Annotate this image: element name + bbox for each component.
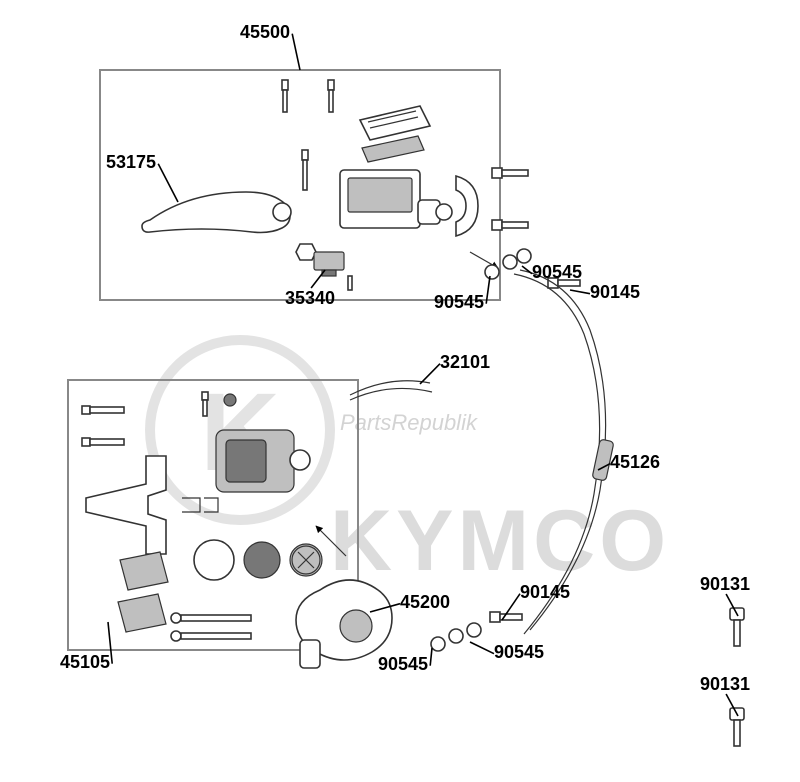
reservoir-cap	[360, 106, 430, 140]
washer-icon	[467, 623, 481, 637]
callout-wire-sub-harness: 32101	[440, 352, 490, 373]
leader-master-cylinder-assy	[292, 34, 300, 70]
pad-pin-2	[171, 631, 251, 641]
bleed-screw	[202, 392, 208, 416]
brake-lever	[142, 192, 291, 233]
caliper-bolt-2	[82, 438, 124, 446]
washer-icon	[449, 629, 463, 643]
washer-icon	[503, 255, 517, 269]
leader-sealing-washer-lower-left	[430, 648, 432, 666]
callout-brake-pad-set: 45105	[60, 652, 110, 673]
callout-master-cylinder-assy: 45500	[240, 22, 290, 43]
reservoir-screw-1	[282, 80, 288, 112]
brake-light-switch	[314, 252, 352, 290]
clamp-bolt-1	[492, 168, 528, 178]
reservoir-screw-2	[328, 80, 334, 112]
leader-sealing-washer-upper-right	[522, 266, 532, 274]
piston-seal	[194, 540, 234, 580]
callout-sealing-washer-upper-left: 90545	[434, 292, 484, 313]
bleed-cap	[224, 394, 236, 406]
callout-sealing-washer-lower-left: 90545	[378, 654, 428, 675]
piston	[244, 542, 280, 578]
leader-banjo-bolt-upper	[570, 290, 590, 294]
leader-sealing-washer-lower-right	[470, 642, 494, 654]
washer-icon	[485, 265, 499, 279]
lever-pivot-bolt	[302, 150, 308, 190]
callout-banjo-bolt-lower: 90145	[520, 582, 570, 603]
brake-pad-outer	[120, 552, 168, 590]
pad-pin-1	[171, 613, 251, 623]
callout-sealing-washer-upper-right: 90545	[532, 262, 582, 283]
callout-caliper-assy: 45200	[400, 592, 450, 613]
watermark-sub: PartsRepublik	[340, 410, 478, 435]
master-cylinder-body	[340, 170, 452, 228]
caliper-bracket	[86, 456, 166, 554]
callout-sealing-washer-lower-right: 90545	[494, 642, 544, 663]
caliper-bolt-1	[82, 406, 124, 414]
master-cylinder-group-box	[100, 70, 500, 300]
callout-brake-hose: 45126	[610, 452, 660, 473]
master-cylinder-group	[142, 80, 528, 290]
caliper-body	[216, 430, 310, 492]
callout-flange-bolt-upper: 90131	[700, 574, 750, 595]
callout-brake-lever: 53175	[106, 152, 156, 173]
brake-pad-inner	[118, 594, 166, 632]
clamp-bolt-2	[492, 220, 528, 230]
washer-icon	[517, 249, 531, 263]
leader-brake-switch	[311, 270, 325, 288]
lever-pivot-nut	[296, 244, 316, 260]
handlebar-clamp	[456, 176, 478, 236]
callout-flange-bolt-lower: 90131	[700, 674, 750, 695]
leader-brake-lever	[158, 164, 178, 202]
callout-banjo-bolt-upper: 90145	[590, 282, 640, 303]
callout-brake-switch: 35340	[285, 288, 335, 309]
washer-icon	[431, 637, 445, 651]
leader-wire-sub-harness	[420, 364, 440, 384]
watermark-brand: KYMCO	[330, 493, 670, 589]
